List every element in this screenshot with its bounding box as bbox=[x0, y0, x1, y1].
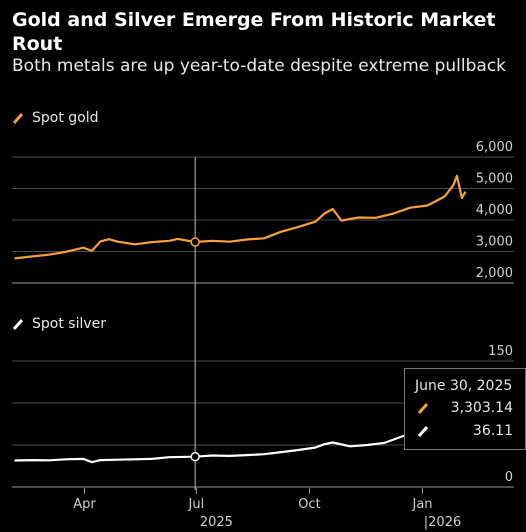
legend-gold: Spot gold bbox=[12, 110, 99, 126]
silver-cursor-point bbox=[190, 451, 200, 462]
tooltip-date: June 30, 2025 bbox=[415, 378, 513, 394]
year-label: 2025 bbox=[200, 515, 233, 530]
chart-subtitle: Both metals are up year-to-date despite … bbox=[12, 56, 507, 76]
gold-ytick-label: 5,000 bbox=[476, 172, 513, 187]
legend-gold-label: Spot gold bbox=[32, 110, 99, 126]
tooltip-gold-icon bbox=[417, 403, 429, 414]
tooltip-gold-value: 3,303.14 bbox=[450, 400, 513, 416]
gold-cursor-point bbox=[190, 237, 200, 247]
gold-series-line bbox=[14, 174, 467, 260]
gold-ytick-label: 2,000 bbox=[476, 266, 513, 281]
xtick-label: Oct bbox=[298, 497, 320, 512]
xtick-label: Jan bbox=[411, 497, 432, 512]
tooltip-silver-icon bbox=[417, 426, 429, 437]
silver-ytick-label: 0 bbox=[505, 470, 513, 485]
year-label: |2026 bbox=[424, 515, 461, 530]
tooltip-silver-value: 36.11 bbox=[472, 423, 513, 439]
legend-silver-label: Spot silver bbox=[32, 316, 107, 332]
silver-line-icon bbox=[12, 318, 24, 330]
tooltip: June 30, 2025 3,303.14 36.11 bbox=[404, 368, 526, 450]
gold-ytick-label: 4,000 bbox=[476, 203, 513, 218]
silver-ytick-label: 150 bbox=[488, 344, 513, 359]
gold-ytick-label: 6,000 bbox=[476, 140, 513, 155]
gold-line-icon bbox=[12, 112, 24, 124]
xtick-label: Apr bbox=[73, 497, 96, 512]
xtick-label: Jul bbox=[188, 497, 205, 512]
chart-title: Gold and Silver Emerge From Historic Mar… bbox=[12, 9, 496, 55]
gold-ytick-label: 3,000 bbox=[476, 235, 513, 250]
legend-silver: Spot silver bbox=[12, 316, 106, 332]
silver-series-line bbox=[14, 422, 429, 464]
